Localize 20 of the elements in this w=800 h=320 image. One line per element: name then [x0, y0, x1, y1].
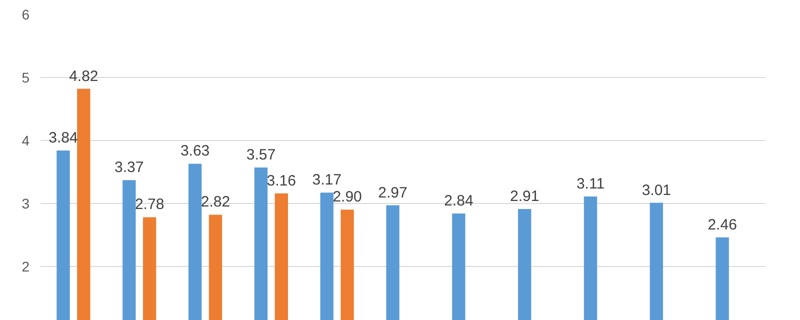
- data-label: 3.16: [266, 172, 296, 190]
- y-tick-label: 3: [22, 195, 30, 212]
- data-label: 3.57: [246, 146, 276, 164]
- data-label: 2.97: [378, 184, 408, 202]
- data-label: 2.82: [200, 194, 230, 211]
- y-tick-label: 6: [22, 6, 30, 22]
- data-label: 2.84: [444, 192, 474, 210]
- data-label: 2.46: [708, 216, 737, 234]
- y-tick-label: 2: [22, 258, 30, 274]
- data-label: 3.17: [312, 172, 342, 189]
- data-label: 3.63: [180, 142, 210, 160]
- data-label: 2.78: [134, 196, 164, 214]
- y-tick-label: 5: [22, 69, 30, 86]
- data-label: 4.82: [69, 68, 98, 85]
- data-label: 3.37: [114, 159, 144, 176]
- data-label: 2.91: [510, 188, 540, 206]
- data-label: 2.90: [332, 188, 362, 206]
- y-tick-label: 4: [22, 132, 30, 148]
- data-label: 3.11: [576, 175, 605, 192]
- data-label: 3.01: [642, 182, 672, 199]
